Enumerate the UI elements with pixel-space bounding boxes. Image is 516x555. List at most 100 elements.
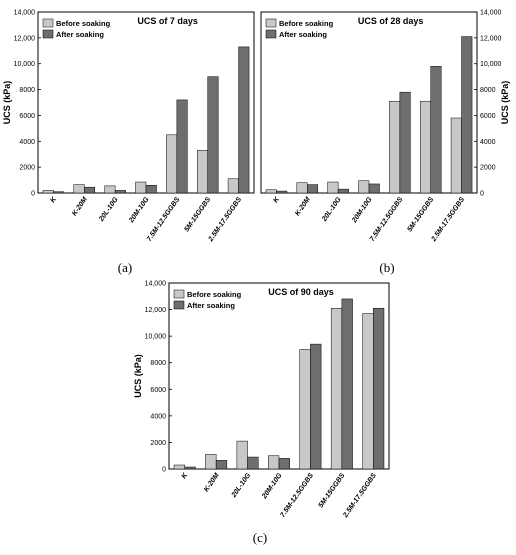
y-axis-title: UCS (kPa) (133, 354, 143, 398)
bar-before-soaking (196, 150, 208, 194)
legend-label: Before soaking (279, 19, 334, 28)
x-category-label: 7.5M-12.5GGBS (146, 196, 182, 243)
bar-after-soaking (430, 66, 442, 194)
y-tick-label: 14,000 (145, 281, 167, 288)
legend-box (265, 17, 335, 41)
bar-after-soaking (373, 307, 385, 470)
y-tick-label: 8000 (150, 360, 166, 367)
bar-after-soaking (145, 184, 157, 194)
x-category-label: 20M-10G (351, 196, 374, 225)
legend-swatch (173, 300, 185, 310)
x-category-label: 20L-10G (98, 196, 120, 224)
legend-label: Before soaking (187, 290, 242, 299)
bar-after-soaking (238, 46, 250, 194)
bar-after-soaking (310, 343, 322, 470)
panel-label: (c) (253, 530, 267, 545)
bar-before-soaking (42, 190, 54, 194)
x-category-label: 20L-10G (230, 472, 252, 500)
bar-before-soaking (227, 178, 239, 194)
bar-before-soaking (299, 349, 311, 470)
bar-before-soaking (205, 454, 217, 470)
bar-after-soaking (114, 190, 126, 194)
bar-before-soaking (450, 117, 462, 194)
bar-after-soaking (341, 298, 353, 470)
y-tick-label: 12,000 (480, 35, 502, 42)
y-tick-label: 0 (162, 467, 166, 474)
bar-before-soaking (166, 134, 178, 194)
bar-after-soaking (53, 191, 65, 194)
y-tick-label: 4000 (150, 413, 166, 420)
x-category-label: 2.5M-17.5GGBS (430, 196, 466, 244)
y-tick-label: 10,000 (480, 61, 502, 68)
y-tick-label: 2000 (19, 165, 35, 172)
x-category-label: 2.5M-17.5GGBS (342, 472, 378, 520)
bar-before-soaking (296, 182, 308, 194)
bar-before-soaking (327, 181, 339, 194)
x-category-label: K-20M (203, 472, 221, 493)
y-tick-label: 6000 (150, 387, 166, 394)
x-category-label: 7.5M-12.5GGBS (279, 472, 315, 519)
y-tick-label: 10,000 (14, 61, 36, 68)
legend-box (173, 288, 243, 312)
x-category-label: K (49, 195, 58, 204)
legend: Before soaking After soaking (42, 17, 112, 41)
bar-after-soaking (276, 190, 288, 194)
x-category-label: K-20M (294, 196, 312, 217)
bar-after-soaking (84, 186, 96, 194)
x-category-label: 7.5M-12.5GGBS (369, 196, 405, 243)
legend-swatch (265, 18, 277, 28)
legend-swatch (265, 29, 277, 39)
y-axis-title: UCS (kPa) (2, 81, 12, 125)
y-tick-label: 4000 (19, 139, 35, 146)
bar-after-soaking (215, 460, 228, 470)
chart-title: UCS of 90 days (268, 287, 334, 297)
legend-label: After soaking (279, 30, 327, 39)
bar-before-soaking (236, 440, 248, 470)
bar-before-soaking (389, 100, 401, 194)
legend-swatch (42, 18, 54, 28)
y-tick-label: 6000 (19, 113, 35, 120)
legend-swatch (173, 289, 185, 299)
y-tick-label: 2000 (480, 165, 496, 172)
x-category-label: 5M-15GGBS (318, 472, 347, 509)
chart-title: UCS of 7 days (137, 16, 198, 26)
panel-label: (b) (379, 260, 394, 275)
x-category-label: 5M-15GGBS (406, 196, 435, 233)
legend-box (42, 17, 112, 41)
bar-before-soaking (104, 185, 116, 194)
y-tick-label: 2000 (150, 440, 166, 447)
chart-panel-2: 0 2000 4000 6000 8000 10,000 12,000 14,000 UCS (… (260, 10, 510, 275)
x-category-label: K (181, 471, 190, 480)
y-tick-label: 8000 (19, 87, 35, 94)
y-tick-label: 0 (480, 191, 484, 198)
legend: Before soaking After soaking (173, 288, 243, 312)
bar-after-soaking (368, 183, 380, 194)
y-tick-label: 14,000 (14, 10, 36, 17)
x-category-label: 20L-10G (321, 196, 343, 224)
y-tick-label: 14,000 (480, 10, 502, 17)
x-category-label: 20M-10G (261, 472, 284, 501)
y-tick-label: 10,000 (145, 334, 167, 341)
bar-before-soaking (268, 455, 280, 470)
bar-after-soaking (207, 76, 219, 194)
bar-before-soaking (358, 180, 370, 194)
legend-swatch (42, 29, 54, 39)
bar-after-soaking (184, 466, 196, 470)
legend-label: After soaking (187, 301, 235, 310)
x-category-label: 2.5M-17.5GGBS (207, 196, 243, 244)
bar-after-soaking (176, 99, 188, 194)
legend: Before soaking After soaking (265, 17, 335, 41)
bar-before-soaking (419, 100, 431, 194)
y-tick-label: 0 (31, 191, 35, 198)
legend-label: After soaking (56, 30, 104, 39)
y-tick-label: 12,000 (14, 35, 36, 42)
y-axis-title: UCS (kPa) (500, 81, 510, 125)
x-category-label: 5M-15GGBS (183, 196, 212, 233)
bar-before-soaking (265, 189, 277, 194)
bar-after-soaking (247, 456, 259, 470)
chart-title: UCS of 28 days (358, 16, 424, 26)
bar-after-soaking (461, 36, 473, 194)
bar-before-soaking (135, 181, 147, 194)
bar-after-soaking (307, 184, 319, 194)
